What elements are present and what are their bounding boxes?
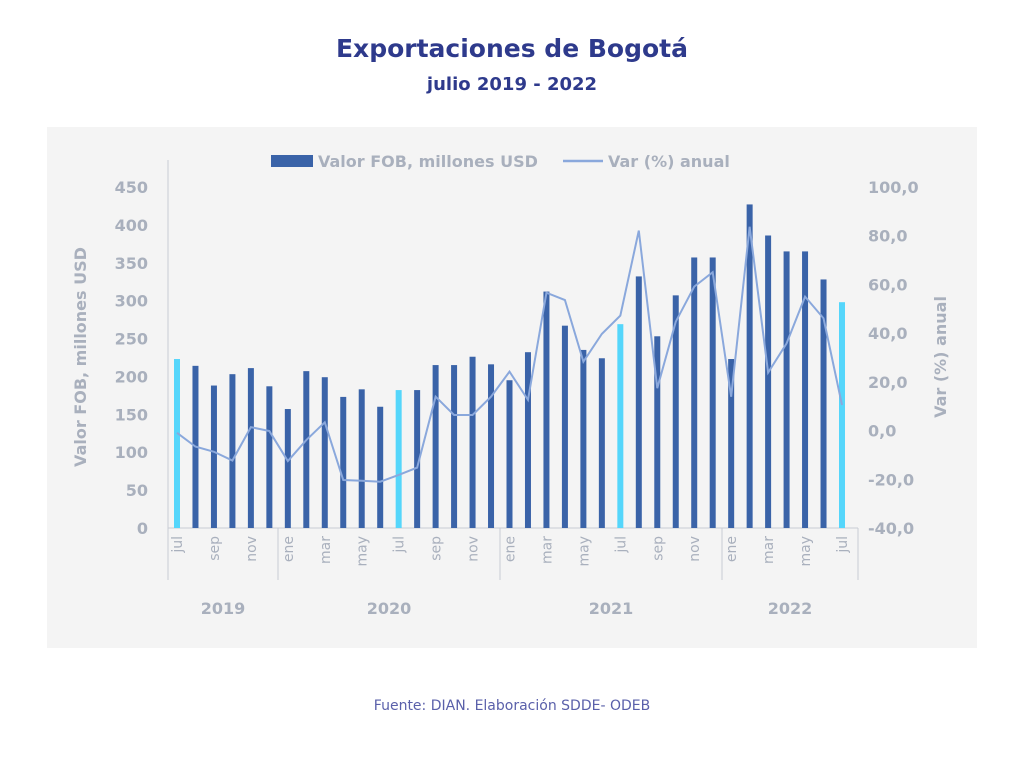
bar bbox=[691, 257, 698, 528]
month-label: sep bbox=[429, 536, 445, 561]
month-label: may bbox=[355, 536, 371, 567]
year-label: 2021 bbox=[589, 599, 634, 618]
bar bbox=[395, 390, 402, 528]
bar bbox=[543, 291, 550, 528]
month-label: sep bbox=[207, 536, 223, 561]
month-label: ene bbox=[503, 536, 519, 562]
bar bbox=[524, 352, 531, 528]
bar bbox=[746, 204, 753, 528]
bar bbox=[303, 371, 310, 528]
y-tick-label: 0 bbox=[137, 519, 148, 538]
month-label: nov bbox=[244, 536, 260, 562]
bar bbox=[174, 359, 180, 528]
y2-tick-label: 20,0 bbox=[868, 373, 907, 392]
month-label: may bbox=[798, 536, 814, 567]
bar bbox=[765, 235, 772, 528]
y-tick-label: 250 bbox=[115, 330, 148, 349]
legend-bar-swatch bbox=[271, 155, 313, 167]
bar bbox=[469, 356, 476, 528]
month-label: jul bbox=[170, 536, 186, 554]
month-label: ene bbox=[281, 536, 297, 562]
month-label: sep bbox=[650, 536, 666, 561]
bar bbox=[266, 386, 273, 528]
month-label: mar bbox=[539, 536, 555, 564]
bar bbox=[598, 358, 605, 528]
bar bbox=[839, 302, 845, 528]
y2-tick-label: 80,0 bbox=[868, 227, 907, 246]
y-tick-label: 350 bbox=[115, 254, 148, 273]
y-tick-label: 150 bbox=[115, 405, 148, 424]
y2-tick-label: 60,0 bbox=[868, 275, 907, 294]
bar bbox=[488, 364, 495, 528]
month-label: jul bbox=[392, 536, 408, 554]
y2-axis-title: Var (%) anual bbox=[931, 296, 950, 418]
bar bbox=[377, 406, 384, 528]
source-note: Fuente: DIAN. Elaboración SDDE- ODEB bbox=[373, 698, 651, 714]
bar bbox=[783, 251, 790, 528]
y-tick-label: 50 bbox=[126, 481, 148, 500]
year-label: 2020 bbox=[367, 599, 412, 618]
bar bbox=[321, 377, 328, 528]
month-label: may bbox=[576, 536, 592, 567]
month-label: jul bbox=[835, 536, 851, 554]
chart-subtitle: julio 2019 - 2022 bbox=[426, 74, 598, 95]
y2-tick-label: 0,0 bbox=[868, 422, 896, 441]
month-label: nov bbox=[687, 536, 703, 562]
bar bbox=[358, 389, 365, 528]
bar bbox=[580, 349, 587, 528]
bar bbox=[506, 380, 513, 528]
y-tick-label: 400 bbox=[115, 216, 148, 235]
year-label: 2019 bbox=[201, 599, 246, 618]
bar bbox=[802, 251, 809, 528]
bar bbox=[229, 374, 236, 528]
bar bbox=[432, 365, 439, 528]
legend-bar-label: Valor FOB, millones USD bbox=[318, 152, 538, 171]
bar bbox=[247, 368, 254, 528]
bar bbox=[617, 324, 624, 528]
bar bbox=[210, 385, 217, 528]
bar bbox=[728, 359, 735, 528]
bar bbox=[654, 336, 661, 528]
chart-title: Exportaciones de Bogotá bbox=[335, 34, 688, 63]
bar bbox=[340, 396, 347, 528]
y2-tick-label: -20,0 bbox=[868, 470, 914, 489]
bar bbox=[672, 295, 679, 528]
y-tick-label: 100 bbox=[115, 443, 148, 462]
y-tick-label: 200 bbox=[115, 367, 148, 386]
month-label: ene bbox=[724, 536, 740, 562]
bar bbox=[561, 325, 568, 528]
bar bbox=[635, 276, 642, 528]
month-label: mar bbox=[761, 536, 777, 564]
bar bbox=[709, 257, 716, 528]
y2-tick-label: -40,0 bbox=[868, 519, 914, 538]
legend-line-label: Var (%) anual bbox=[608, 152, 730, 171]
bar bbox=[820, 279, 827, 528]
y-axis-title: Valor FOB, millones USD bbox=[71, 247, 90, 467]
y-tick-label: 450 bbox=[115, 178, 148, 197]
month-label: nov bbox=[466, 536, 482, 562]
y-tick-label: 300 bbox=[115, 292, 148, 311]
month-label: jul bbox=[613, 536, 629, 554]
bar bbox=[284, 409, 291, 528]
y2-tick-label: 100,0 bbox=[868, 178, 919, 197]
year-label: 2022 bbox=[768, 599, 813, 618]
y2-tick-label: 40,0 bbox=[868, 324, 907, 343]
bar bbox=[414, 390, 421, 528]
month-label: mar bbox=[318, 536, 334, 564]
bar bbox=[451, 365, 458, 528]
